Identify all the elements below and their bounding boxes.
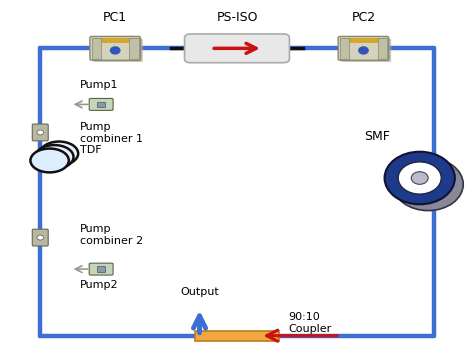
Text: Pump
combiner 2: Pump combiner 2: [80, 224, 143, 246]
Circle shape: [37, 235, 44, 240]
Text: PC2: PC2: [351, 11, 375, 24]
FancyBboxPatch shape: [341, 39, 391, 62]
FancyBboxPatch shape: [89, 99, 113, 110]
Circle shape: [359, 47, 368, 54]
Text: 90:10: 90:10: [289, 312, 320, 323]
Ellipse shape: [30, 148, 69, 172]
Bar: [97, 266, 105, 272]
FancyBboxPatch shape: [90, 36, 140, 60]
Text: PS-ISO: PS-ISO: [216, 11, 258, 24]
Text: Output: Output: [180, 287, 219, 297]
Text: Pump
combiner 1: Pump combiner 1: [80, 122, 143, 144]
Circle shape: [393, 158, 463, 211]
FancyBboxPatch shape: [184, 34, 290, 63]
Text: Coupler: Coupler: [289, 324, 332, 334]
Text: Pump1: Pump1: [80, 80, 118, 90]
Text: TDF: TDF: [80, 145, 102, 155]
FancyBboxPatch shape: [338, 36, 389, 60]
Text: SMF: SMF: [365, 130, 391, 143]
Ellipse shape: [40, 142, 78, 166]
Text: Pump2: Pump2: [80, 279, 118, 290]
Circle shape: [37, 130, 44, 135]
Bar: [92, 38, 138, 43]
Bar: [340, 38, 387, 43]
Bar: [129, 38, 138, 59]
Circle shape: [398, 162, 441, 194]
Bar: [97, 101, 105, 107]
FancyBboxPatch shape: [32, 229, 48, 246]
Circle shape: [411, 172, 428, 184]
Bar: [92, 38, 101, 59]
Circle shape: [384, 152, 455, 204]
FancyBboxPatch shape: [89, 263, 113, 275]
Bar: [195, 331, 279, 341]
Bar: [377, 38, 387, 59]
Bar: [340, 38, 349, 59]
FancyBboxPatch shape: [93, 39, 143, 62]
Text: PC1: PC1: [103, 11, 127, 24]
FancyBboxPatch shape: [32, 124, 48, 141]
Ellipse shape: [35, 145, 73, 169]
Circle shape: [110, 47, 120, 54]
